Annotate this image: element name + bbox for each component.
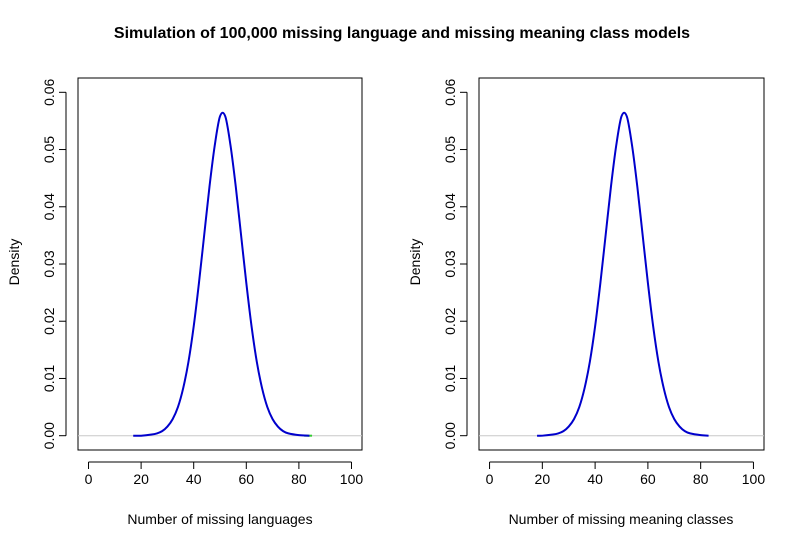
- right-x-axis-label: Number of missing meaning classes: [509, 511, 734, 527]
- right-x-tick-label-80: 80: [693, 471, 709, 487]
- right-plot-frame: [478, 77, 765, 451]
- left-x-tick-label-60: 60: [239, 471, 255, 487]
- left-x-tick-label-0: 0: [85, 471, 93, 487]
- right-x-tick-label-0: 0: [486, 471, 494, 487]
- right-density-panel: Number of missing meaning classes Densit…: [407, 77, 766, 527]
- right-density-curve-0: [537, 111, 709, 437]
- right-y-tick-label-1: 0.01: [442, 365, 458, 392]
- left-y-tick-label-4: 0.04: [41, 193, 57, 220]
- right-y-tick-label-3: 0.03: [442, 250, 458, 277]
- left-x-tick-label-100: 100: [340, 471, 364, 487]
- left-x-tick-label-20: 20: [133, 471, 149, 487]
- right-x-tick-label-40: 40: [587, 471, 603, 487]
- right-y-axis-label: Density: [407, 239, 423, 286]
- left-plot-frame: [77, 77, 363, 451]
- left-y-tick-label-5: 0.05: [41, 136, 57, 163]
- left-x-axis-label: Number of missing languages: [127, 511, 312, 527]
- left-y-tick-label-3: 0.03: [41, 250, 57, 277]
- right-y-tick-label-4: 0.04: [442, 193, 458, 220]
- right-y-tick-label-2: 0.02: [442, 307, 458, 334]
- left-y-tick-label-1: 0.01: [41, 365, 57, 392]
- left-y-axis-label: Density: [6, 239, 22, 286]
- left-x-tick-label-40: 40: [186, 471, 202, 487]
- right-y-tick-label-6: 0.06: [442, 78, 458, 105]
- right-x-tick-label-100: 100: [742, 471, 766, 487]
- left-density-panel: Number of missing languages Density 0 20 4…: [6, 77, 364, 527]
- right-y-tick-label-5: 0.05: [442, 136, 458, 163]
- left-x-tick-label-80: 80: [291, 471, 307, 487]
- right-x-tick-label-20: 20: [535, 471, 551, 487]
- left-density-curve-0: [133, 111, 310, 437]
- left-y-tick-label-6: 0.06: [41, 78, 57, 105]
- figure-title: Simulation of 100,000 missing language a…: [114, 25, 690, 42]
- right-y-tick-label-0: 0.00: [442, 422, 458, 449]
- right-x-tick-label-60: 60: [640, 471, 656, 487]
- left-y-tick-label-2: 0.02: [41, 307, 57, 334]
- left-y-tick-label-0: 0.00: [41, 422, 57, 449]
